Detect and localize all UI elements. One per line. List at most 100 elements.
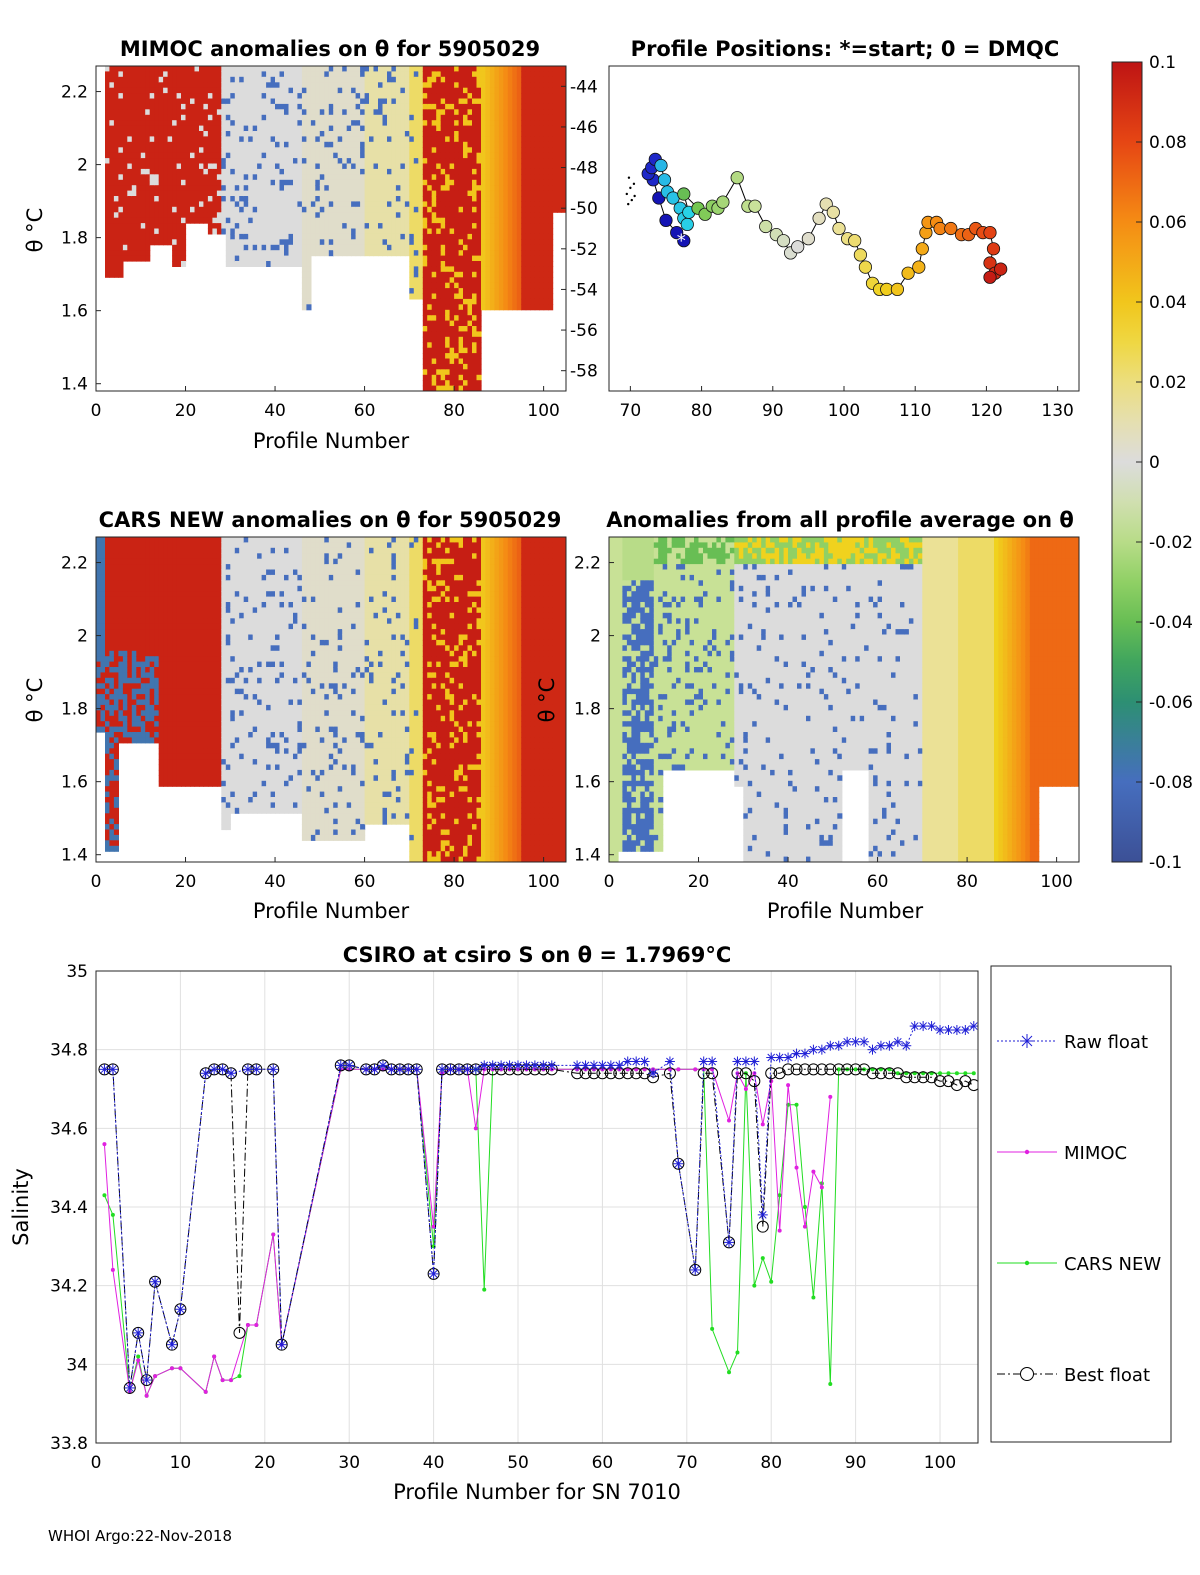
x-tick-label: 60 [867, 872, 889, 892]
mimoc-point [153, 1374, 158, 1379]
salinity-x-tick: 40 [423, 1453, 445, 1473]
raw-float-point [377, 1060, 388, 1071]
best-float-point [706, 1067, 719, 1080]
raw-float-point [175, 1304, 186, 1315]
raw-float-point [799, 1048, 810, 1059]
y-tick-label: -44 [570, 77, 598, 97]
mimoc-point [802, 1224, 807, 1229]
raw-float-point [951, 1025, 962, 1035]
y-tick-label: -50 [570, 199, 598, 219]
raw-float-point [749, 1056, 760, 1067]
raw-float-point [926, 1021, 937, 1032]
mimoc-point [169, 1366, 174, 1371]
raw-float-point [943, 1025, 954, 1035]
mimoc-point [473, 1126, 478, 1131]
position-marker [826, 205, 840, 219]
best-float-point [739, 1067, 752, 1080]
position-marker [748, 199, 762, 213]
best-float-point [832, 1063, 845, 1076]
mimoc-point [828, 1094, 833, 1099]
x-tick-label: 80 [443, 872, 465, 892]
colorbar-tick-label: 0.1 [1149, 53, 1176, 73]
mimoc-point [760, 1122, 765, 1127]
y-tick-label: 2.2 [61, 554, 88, 574]
position-marker [994, 262, 1008, 276]
best-float-point [815, 1063, 828, 1076]
cars-point [760, 1256, 765, 1261]
raw-float-point [774, 1052, 785, 1063]
raw-float-point [462, 1064, 473, 1075]
mimoc-point [794, 1165, 799, 1170]
salinity-y-tick: 35 [66, 962, 88, 982]
y-tick-label: 1.8 [61, 700, 88, 720]
mimoc-axes-box [95, 65, 567, 392]
mimoc-point [212, 1354, 217, 1359]
cars-point [482, 1287, 487, 1292]
x-tick-label: 100 [527, 872, 559, 892]
raw-float-point [521, 1060, 532, 1071]
x-tick-label: 0 [604, 872, 615, 892]
raw-float-point [276, 1339, 287, 1350]
position-marker [890, 282, 905, 296]
salinity-y-tick: 33.8 [50, 1434, 88, 1454]
raw-float-point [150, 1276, 161, 1287]
raw-float-point [479, 1060, 490, 1071]
salinity-y-tick: 34 [66, 1355, 88, 1375]
salinity-y-tick: 34.8 [50, 1041, 88, 1061]
best-float-point [748, 1075, 761, 1088]
x-tick-label: 60 [354, 401, 376, 421]
raw-float-point [901, 1040, 912, 1051]
y-tick-label: 2 [77, 156, 88, 176]
raw-float-point [842, 1036, 853, 1047]
raw-float-point [437, 1064, 448, 1075]
legend-label: Best float [1064, 1365, 1150, 1386]
mimoc-point [220, 1378, 225, 1383]
y-tick-label: -56 [570, 321, 598, 341]
x-tick-label: 120 [970, 401, 1002, 421]
y-tick-label: 2.2 [574, 554, 601, 574]
y-tick-label: 1.4 [61, 846, 88, 866]
cars-anomaly-heatmap [96, 537, 566, 862]
legend-label: CARS NEW [1064, 1254, 1161, 1275]
raw-float-point [335, 1060, 346, 1071]
raw-float-point [107, 1064, 118, 1075]
raw-float-point [757, 1209, 768, 1220]
salinity-title: CSIRO at csiro S on θ = 1.7969°C [343, 943, 732, 967]
cars-point [895, 1071, 900, 1076]
salinity-x-tick: 30 [338, 1453, 360, 1473]
cars-point [811, 1295, 816, 1300]
raw-float-point [639, 1056, 650, 1067]
salinity-y-tick: 34.2 [50, 1277, 88, 1297]
raw-float-point [529, 1060, 540, 1071]
position-marker [812, 211, 826, 225]
best-float-point [841, 1063, 854, 1076]
colorbar-tick-label: -0.08 [1149, 773, 1193, 793]
raw-float-point [724, 1237, 735, 1248]
best-float-point [225, 1067, 238, 1080]
cars-point [136, 1354, 141, 1359]
colorbar-tick-label: -0.06 [1149, 693, 1193, 713]
cars-point [794, 1102, 799, 1107]
raw-float-point [99, 1064, 110, 1075]
best-float-point [807, 1063, 820, 1076]
mimoc-point [136, 1358, 141, 1363]
raw-float-point [698, 1056, 709, 1067]
x-tick-label: 80 [956, 872, 978, 892]
position-marker [791, 240, 805, 254]
start-marker: * [677, 231, 686, 252]
colorbar-tick-label: 0.02 [1149, 373, 1187, 393]
position-marker [776, 234, 791, 248]
raw-float-point [918, 1021, 929, 1032]
average-anomaly-heatmap [609, 537, 1079, 862]
position-marker [853, 248, 868, 262]
legend: Raw float MIMOC CARS NEW Best float [997, 1032, 1161, 1386]
best-float-point [731, 1067, 744, 1080]
salinity-ticks: 0 10 20 30 40 50 60 70 80 90 100 33.8 34 34.2 34.4 34.6… [50, 962, 956, 1473]
position-marker [848, 234, 862, 248]
best-float-point [866, 1067, 879, 1080]
cars-point [853, 1067, 858, 1072]
y-tick-label: -58 [570, 362, 598, 382]
x-tick-label: 100 [828, 401, 860, 421]
best-float-point [824, 1063, 837, 1076]
best-float-point [376, 1059, 389, 1072]
